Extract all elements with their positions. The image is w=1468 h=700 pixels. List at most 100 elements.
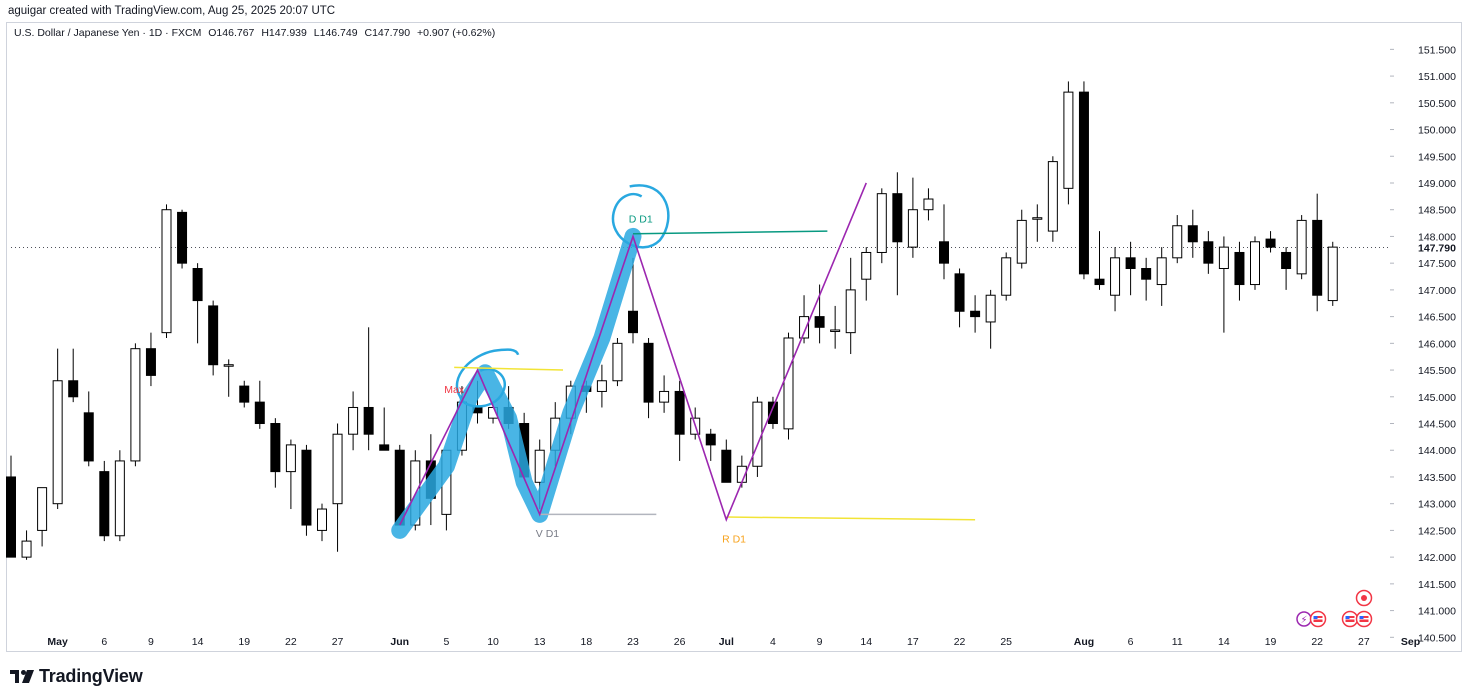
- candle-up: [1172, 225, 1183, 259]
- high-value: H147.939: [261, 27, 307, 39]
- price-tick-label: 150.000: [1418, 125, 1456, 137]
- candle-down: [970, 310, 981, 318]
- tradingview-logo[interactable]: TradingView: [10, 666, 143, 687]
- candle-up: [1327, 246, 1338, 302]
- candle-down: [6, 476, 16, 558]
- candle-up: [161, 209, 172, 334]
- candle-down: [628, 310, 638, 334]
- date-tick-label: 10: [487, 636, 499, 648]
- pattern-drawing: Max V D1 D D1 R D1: [399, 182, 976, 545]
- candle-up: [52, 380, 63, 505]
- candle-down: [254, 401, 265, 425]
- us-flag-icon-band: [1313, 618, 1323, 620]
- candle-down: [1094, 278, 1105, 286]
- pattern-label: V D1: [536, 528, 560, 540]
- date-tick-label: 23: [627, 636, 639, 648]
- candle-down: [363, 406, 374, 435]
- candle-down: [177, 211, 188, 264]
- candles: [6, 81, 1338, 560]
- lightning-icon-glyph: ⚡: [1300, 615, 1307, 626]
- highlight-drawing: [391, 184, 670, 539]
- candle-down: [767, 401, 778, 425]
- chart-frame: [6, 22, 1462, 652]
- candle-down: [643, 342, 654, 403]
- candle-down: [192, 268, 203, 302]
- candle-down: [1078, 91, 1089, 275]
- price-axis: 151.500 151.000 150.500 150.000 149.500 149.0…: [1390, 44, 1456, 644]
- record-icon-dot: [1361, 595, 1367, 601]
- time-axis: May 6 9 14 19 22 27 Jun 5 10 13 18 23 26 Jul 4 9 14 17 22 25…: [47, 636, 1420, 648]
- circle-mark-max: [455, 348, 520, 408]
- candle-down: [83, 412, 94, 462]
- date-tick-label: 22: [954, 636, 966, 648]
- pattern-label: D D1: [629, 213, 653, 225]
- candle-down: [954, 273, 965, 312]
- price-tick-label: 150.500: [1418, 98, 1456, 110]
- date-tick-label: 9: [817, 636, 823, 648]
- price-tick-label: 147.000: [1418, 285, 1456, 297]
- candle-down: [208, 305, 219, 366]
- candle-down: [1265, 238, 1276, 248]
- price-tick-label: 141.500: [1418, 579, 1456, 591]
- candle-up: [845, 289, 856, 334]
- candle-down: [270, 423, 281, 473]
- date-tick-label: 14: [192, 636, 204, 648]
- date-tick-label: Aug: [1074, 636, 1094, 648]
- price-tick-label: 148.000: [1418, 231, 1456, 243]
- candle-down: [379, 444, 390, 451]
- date-tick-label: May: [47, 636, 68, 648]
- candle-down: [301, 449, 312, 526]
- candle-down: [705, 433, 716, 446]
- candle-up: [223, 364, 234, 367]
- date-tick-label: 6: [1128, 636, 1134, 648]
- candle-up: [348, 406, 359, 435]
- date-tick-label: 4: [770, 636, 776, 648]
- price-tick-label: 143.500: [1418, 472, 1456, 484]
- candle-down: [1234, 251, 1245, 286]
- candle-up: [1032, 217, 1043, 220]
- open-value: O146.767: [208, 27, 255, 39]
- pattern-label: Max: [444, 384, 465, 396]
- tradingview-logo-text: TradingView: [39, 666, 143, 686]
- level-line: [454, 366, 564, 371]
- date-tick-label: 27: [332, 636, 344, 648]
- candle-up: [1156, 257, 1167, 286]
- candle-down: [1203, 241, 1214, 264]
- price-tick-label: 142.000: [1418, 552, 1456, 564]
- candle-up: [130, 348, 141, 462]
- us-flag-icon-canton: [1313, 616, 1318, 619]
- symbol-name[interactable]: U.S. Dollar / Japanese Yen · 1D · FXCM: [14, 27, 202, 39]
- change-value: +0.907 (+0.62%): [416, 27, 496, 39]
- pattern-line: [399, 182, 867, 526]
- candle-up: [752, 401, 763, 467]
- date-tick-label: 22: [285, 636, 297, 648]
- event-icons: ⚡: [1296, 589, 1373, 628]
- candle-up: [923, 198, 934, 211]
- candle-up: [534, 449, 545, 483]
- candle-up: [1218, 246, 1229, 270]
- circle-mark-top: [611, 184, 670, 249]
- price-tick-label: 151.500: [1418, 44, 1456, 56]
- candle-down: [1312, 219, 1323, 296]
- date-tick-label: Sep: [1401, 636, 1420, 648]
- date-tick-label: 11: [1172, 636, 1183, 648]
- candle-down: [892, 193, 903, 243]
- current-price-label: 147.790: [1418, 243, 1456, 255]
- candle-up: [799, 316, 810, 339]
- candle-up: [1063, 91, 1074, 189]
- level-line: [632, 230, 828, 235]
- price-tick-label: 145.500: [1418, 365, 1456, 377]
- date-tick-label: 19: [238, 636, 250, 648]
- candle-down: [674, 390, 685, 435]
- candle-up: [317, 508, 327, 531]
- date-tick-label: 18: [581, 636, 593, 648]
- candle-down: [1141, 268, 1152, 280]
- candle-down: [939, 241, 949, 264]
- chart-attribution: aguigar created with TradingView.com, Au…: [8, 5, 336, 17]
- candle-down: [99, 471, 110, 537]
- low-value: L146.749: [313, 27, 358, 39]
- date-tick-label: 9: [148, 636, 154, 648]
- candle-up: [285, 444, 296, 473]
- price-tick-label: 149.000: [1418, 178, 1456, 190]
